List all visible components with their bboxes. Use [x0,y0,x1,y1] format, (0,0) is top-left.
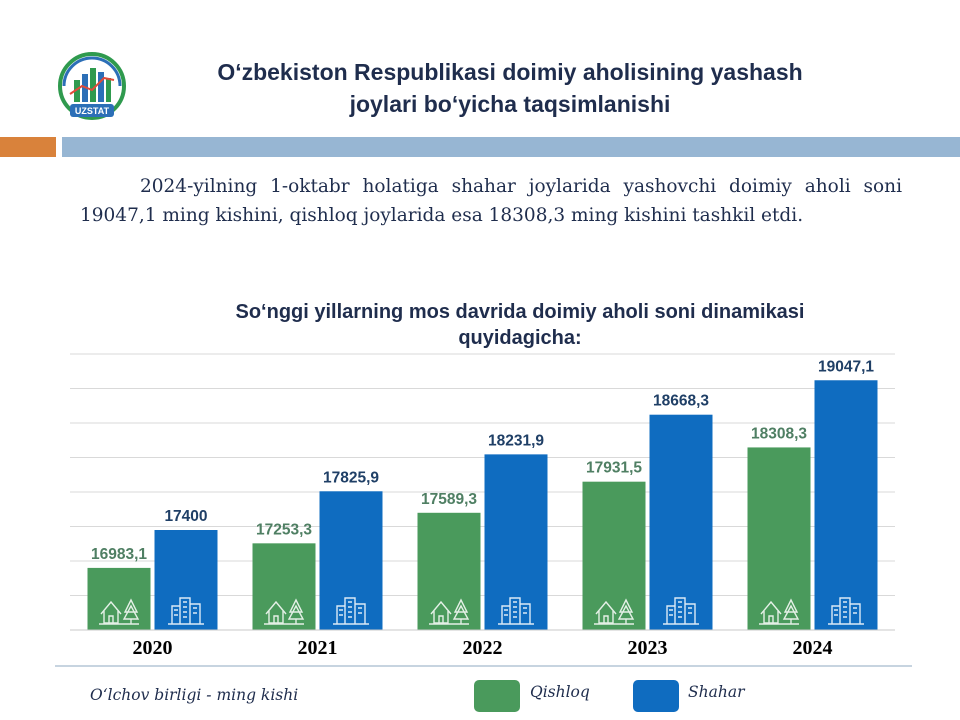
data-label: 18668,3 [653,393,709,410]
building-icon [498,597,534,625]
legend-swatch-qishloq [474,680,520,712]
building-icon [828,597,864,625]
data-label: 19047,1 [818,358,874,375]
building-icon [333,597,369,625]
category-label: 2021 [298,637,338,659]
bar-shahar [319,491,383,630]
bar-qishloq [87,567,151,630]
legend-label-shahar: Shahar [688,683,745,701]
intro-paragraph: 2024-yilning 1-oktabr holatiga shahar jo… [80,172,902,230]
building-icon [663,597,699,625]
category-label: 2023 [628,637,668,659]
house-icon [264,598,305,625]
data-label: 17253,3 [256,521,312,538]
category-label: 2022 [463,637,503,659]
category-label: 2020 [133,637,173,659]
logo-text: UZSTAT [75,106,110,116]
page-title: O‘zbekiston Respublikasi doimiy aholisin… [140,56,880,120]
category-label: 2024 [793,637,833,659]
header-accent-orange [0,137,56,157]
house-icon [99,598,140,625]
legend-label-qishloq: Qishloq [530,683,590,701]
bar-qishloq [252,543,316,630]
house-icon [759,598,800,625]
bar-qishloq [582,481,646,630]
chart-title-line-1: So‘nggi yillarning mos davrida doimiy ah… [235,301,805,323]
data-label: 16983,1 [91,546,147,563]
legend-swatch-shahar [633,680,679,712]
data-label: 18231,9 [488,432,544,449]
title-line-1: O‘zbekiston Respublikasi doimiy aholisin… [217,59,803,85]
data-label: 17589,3 [421,491,477,508]
building-icon [168,597,204,625]
bar-shahar [484,454,548,630]
data-label: 17825,9 [323,469,379,486]
data-label: 17931,5 [586,460,642,477]
data-label: 18308,3 [751,425,807,442]
title-line-2: joylari bo‘yicha taqsimlanishi [349,91,671,117]
house-icon [429,598,470,625]
chart-title-line-2: quyidagicha: [458,327,582,349]
bar-qishloq [417,512,481,630]
bar-shahar [814,380,878,630]
bar-shahar [154,530,218,630]
header-accent-blue [62,137,960,157]
unit-label: O‘lchov birligi - ming kishi [90,686,299,704]
data-label: 17400 [164,508,207,525]
uzstat-logo: UZSTAT [58,52,126,120]
house-icon [594,598,635,625]
chart-title: So‘nggi yillarning mos davrida doimiy ah… [140,299,900,351]
bar-qishloq [747,447,811,630]
bar-shahar [649,414,713,630]
intro-text: 2024-yilning 1-oktabr holatiga shahar jo… [80,176,902,226]
